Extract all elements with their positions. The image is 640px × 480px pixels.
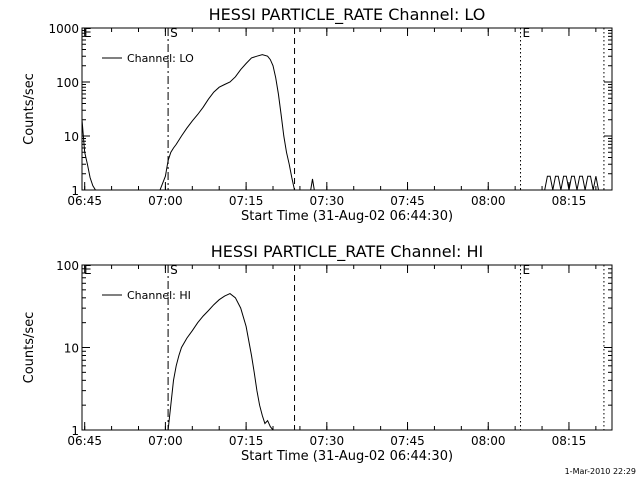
x-tick-label: 07:45 xyxy=(390,194,425,208)
y-tick-label: 1 xyxy=(71,424,79,438)
event-marker-label: E xyxy=(84,263,92,277)
x-tick-label: 07:15 xyxy=(229,434,264,448)
series-line xyxy=(310,178,315,190)
series-line xyxy=(167,293,274,430)
y-axis-label: Counts/sec xyxy=(22,73,37,145)
x-tick-label: 07:00 xyxy=(148,194,183,208)
event-marker-label: S xyxy=(170,263,178,277)
x-tick-label: 08:00 xyxy=(471,194,506,208)
y-axis-label: Counts/sec xyxy=(22,312,37,384)
x-tick-label: 07:45 xyxy=(390,434,425,448)
x-tick-label: 07:30 xyxy=(310,434,345,448)
series-line xyxy=(159,54,295,190)
series-line xyxy=(82,119,96,190)
x-tick-label: 06:45 xyxy=(67,194,102,208)
y-tick-label: 100 xyxy=(56,76,79,90)
y-tick-label: 10 xyxy=(64,342,79,356)
plot-timestamp: 1-Mar-2010 22:29 xyxy=(565,467,636,476)
x-tick-label: 06:45 xyxy=(67,434,102,448)
chart-title: HESSI PARTICLE_RATE Channel: HI xyxy=(211,242,484,262)
y-tick-label: 100 xyxy=(56,259,79,273)
x-tick-label: 07:15 xyxy=(229,194,264,208)
event-marker-label: S xyxy=(170,26,178,40)
series-line xyxy=(544,175,599,190)
panel-hi: HESSI PARTICLE_RATE Channel: HI 06:45 07:0… xyxy=(22,242,613,464)
y-tick-label: 1000 xyxy=(48,22,79,36)
event-marker-label: E xyxy=(523,263,531,277)
panel-lo: HESSI PARTICLE_RATE Channel: LO 06:45 07:0… xyxy=(22,5,613,224)
event-marker-label: E xyxy=(84,26,92,40)
chart-title: HESSI PARTICLE_RATE Channel: LO xyxy=(209,5,486,25)
x-tick-label: 07:00 xyxy=(148,434,183,448)
x-tick-label: 07:30 xyxy=(310,194,345,208)
legend-label: Channel: HI xyxy=(127,289,191,302)
x-tick-label: 08:00 xyxy=(471,434,506,448)
x-axis-label: Start Time (31-Aug-02 06:44:30) xyxy=(241,209,453,224)
x-axis-label: Start Time (31-Aug-02 06:44:30) xyxy=(241,449,453,464)
legend-label: Channel: LO xyxy=(127,52,194,65)
event-marker-label: E xyxy=(523,26,531,40)
y-tick-label: 1 xyxy=(71,184,79,198)
x-tick-label: 08:15 xyxy=(552,434,587,448)
x-tick-label: 08:15 xyxy=(552,194,587,208)
y-tick-label: 10 xyxy=(64,130,79,144)
